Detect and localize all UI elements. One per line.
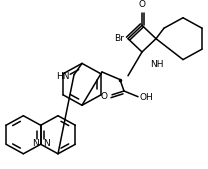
Text: O: O xyxy=(101,92,108,101)
Text: HN: HN xyxy=(57,72,70,81)
Text: NH: NH xyxy=(150,60,163,69)
Text: O: O xyxy=(139,0,146,9)
Text: N: N xyxy=(32,139,39,148)
Text: OH: OH xyxy=(140,93,154,102)
Text: N: N xyxy=(43,139,50,148)
Text: Br: Br xyxy=(114,34,124,43)
